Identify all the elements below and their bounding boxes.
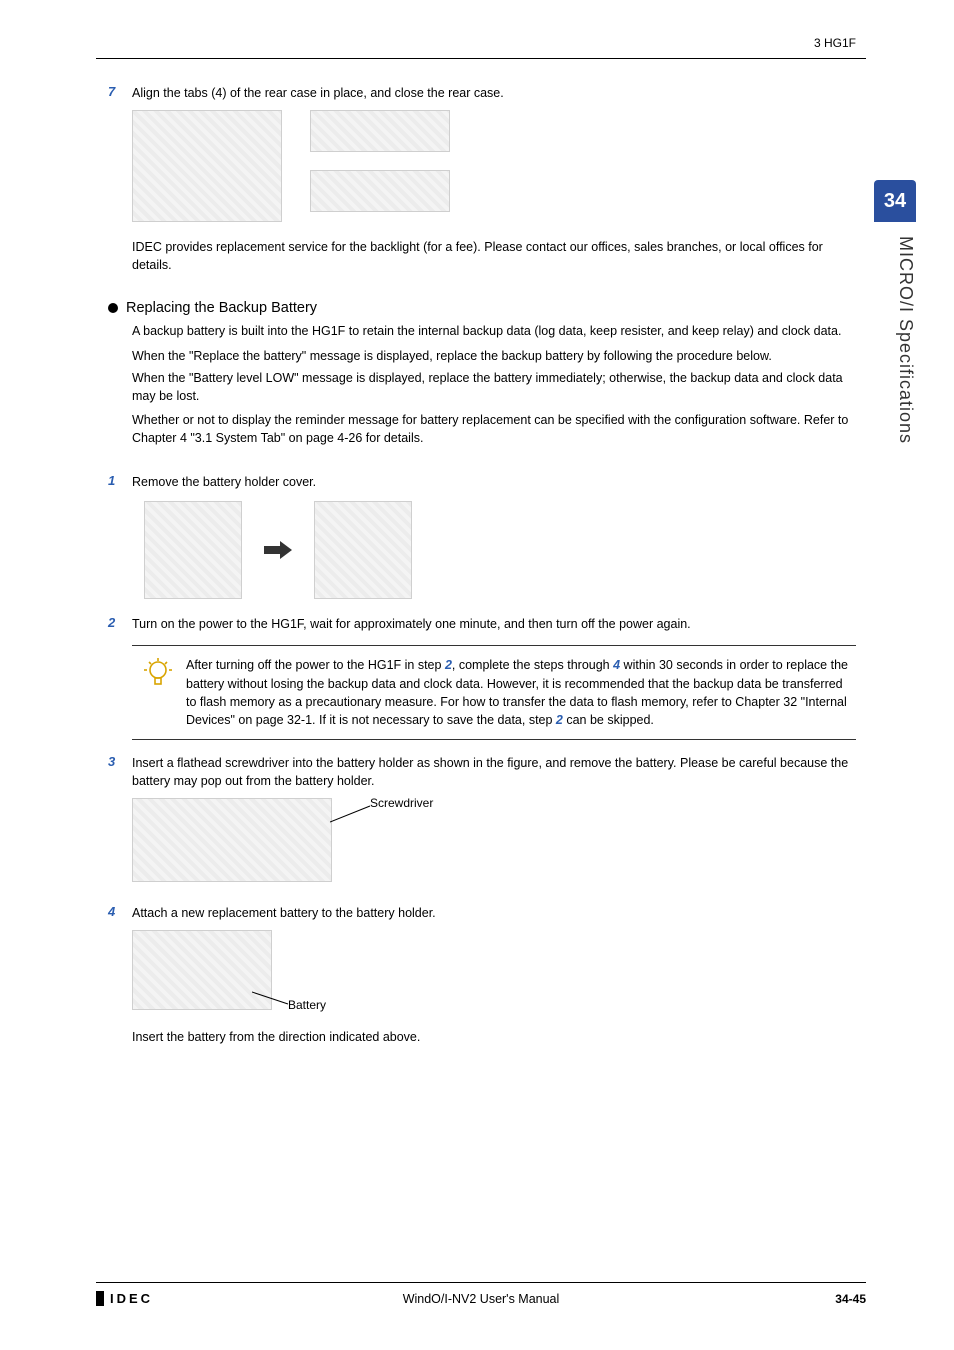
step-number: 1	[108, 473, 132, 491]
header-right: 3 HG1F	[814, 36, 856, 50]
figure-tab-bottom	[310, 170, 450, 212]
figure-screwdriver	[132, 798, 332, 882]
chapter-title-vertical: MICRO/I Specifications	[874, 230, 916, 444]
figure-battery	[132, 930, 272, 1010]
battery-label: Battery	[288, 998, 326, 1012]
step7-figures	[132, 110, 856, 222]
screwdriver-label: Screwdriver	[370, 796, 433, 810]
step-text: Insert a flathead screwdriver into the b…	[132, 754, 856, 790]
step-number: 4	[108, 904, 132, 922]
figure-cover-before	[144, 501, 242, 599]
step-text: Attach a new replacement battery to the …	[132, 904, 856, 922]
arrow-right-icon	[264, 541, 292, 559]
section-p3: When the "Battery level LOW" message is …	[132, 369, 856, 405]
step4-after: Insert the battery from the direction in…	[132, 1028, 856, 1046]
step-text: Turn on the power to the HG1F, wait for …	[132, 615, 856, 633]
step-1: 1 Remove the battery holder cover.	[108, 473, 856, 491]
step-text: Remove the battery holder cover.	[132, 473, 856, 491]
footer-row: IDEC WindO/I-NV2 User's Manual 34-45	[96, 1291, 866, 1306]
footer-rule	[96, 1282, 866, 1283]
figure-cover-after	[314, 501, 412, 599]
tip-ref-2b: 2	[556, 713, 563, 727]
step-text: Align the tabs (4) of the rear case in p…	[132, 84, 856, 102]
step-3: 3 Insert a flathead screwdriver into the…	[108, 754, 856, 790]
section-p2: When the "Replace the battery" message i…	[132, 347, 856, 365]
section-p4: Whether or not to display the reminder m…	[132, 411, 856, 447]
tip-pre: After turning off the power to the HG1F …	[186, 658, 445, 672]
page: 3 HG1F 34 MICRO/I Specifications 7 Align…	[0, 0, 954, 1350]
tip-ref-2a: 2	[445, 658, 452, 672]
figure-tab-top	[310, 110, 450, 152]
bullet-icon	[108, 303, 118, 313]
tip-post: can be skipped.	[563, 713, 654, 727]
tip-text: After turning off the power to the HG1F …	[180, 656, 852, 729]
step-number: 2	[108, 615, 132, 633]
step3-figure-wrap: Screwdriver	[132, 798, 856, 888]
tip-mid1: , complete the steps through	[452, 658, 613, 672]
step-7: 7 Align the tabs (4) of the rear case in…	[108, 84, 856, 102]
figure-rear-case	[132, 110, 282, 222]
header-rule	[96, 58, 866, 59]
tip-note: After turning off the power to the HG1F …	[132, 645, 856, 740]
footer: IDEC WindO/I-NV2 User's Manual 34-45	[96, 1282, 866, 1306]
content-area: 7 Align the tabs (4) of the rear case in…	[108, 84, 856, 1046]
step4-figure-wrap: Battery	[132, 930, 856, 1020]
step-4: 4 Attach a new replacement battery to th…	[108, 904, 856, 922]
step-number: 3	[108, 754, 132, 790]
step1-figures	[144, 501, 856, 599]
section-heading: Replacing the Backup Battery	[108, 300, 856, 316]
step-2: 2 Turn on the power to the HG1F, wait fo…	[108, 615, 856, 633]
step7-note: IDEC provides replacement service for th…	[132, 238, 856, 274]
lightbulb-icon	[136, 656, 180, 729]
chapter-tab: 34	[874, 180, 916, 222]
section-p1: A backup battery is built into the HG1F …	[132, 322, 856, 340]
section-title: Replacing the Backup Battery	[126, 300, 317, 316]
footer-title: WindO/I-NV2 User's Manual	[96, 1292, 866, 1306]
step-number: 7	[108, 84, 132, 102]
